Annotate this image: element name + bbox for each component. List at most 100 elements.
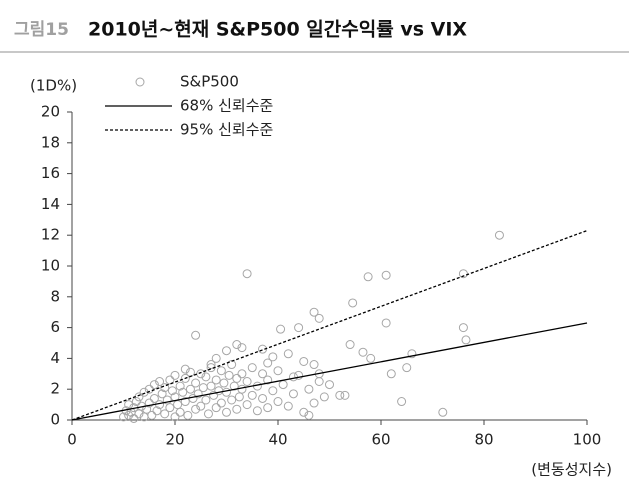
scatter-point bbox=[160, 409, 170, 419]
scatter-point bbox=[129, 413, 139, 423]
scatter-point bbox=[216, 366, 226, 376]
scatter-point bbox=[273, 366, 283, 376]
scatter-point bbox=[358, 347, 368, 357]
x-tick-label: 0 bbox=[67, 431, 77, 449]
scatter-point bbox=[381, 318, 391, 328]
scatter-point bbox=[407, 349, 417, 359]
scatter-point bbox=[458, 269, 468, 279]
scatter-point bbox=[196, 369, 206, 379]
scatter-point bbox=[157, 389, 167, 399]
scatter-point bbox=[206, 360, 216, 370]
scatter-point bbox=[288, 372, 298, 382]
y-tick-label: 14 bbox=[41, 195, 60, 213]
scatter-point bbox=[232, 404, 242, 414]
scatter-point bbox=[144, 384, 154, 394]
scatter-point bbox=[263, 375, 273, 385]
x-tick-label: 100 bbox=[573, 431, 602, 449]
scatter-point bbox=[142, 404, 152, 414]
y-tick-label: 6 bbox=[50, 318, 60, 336]
scatter-point bbox=[309, 398, 319, 408]
scatter-point bbox=[211, 353, 221, 363]
y-tick-label: 10 bbox=[41, 257, 60, 275]
y-tick-label: 4 bbox=[50, 349, 60, 367]
scatter-point bbox=[242, 400, 252, 410]
scatter-point bbox=[173, 400, 183, 410]
scatter-point bbox=[258, 344, 268, 354]
scatter-point bbox=[191, 378, 201, 388]
scatter-point bbox=[402, 363, 412, 373]
scatter-point bbox=[175, 407, 185, 417]
scatter-point bbox=[283, 349, 293, 359]
scatter-point bbox=[211, 403, 221, 413]
scatter-point bbox=[124, 400, 134, 410]
scatter-point bbox=[191, 330, 201, 340]
scatter-point bbox=[366, 353, 376, 363]
scatter-point bbox=[131, 397, 141, 407]
scatter-point bbox=[170, 412, 180, 422]
scatter-point bbox=[309, 307, 319, 317]
scatter-point bbox=[232, 340, 242, 350]
scatter-point bbox=[299, 356, 309, 366]
scatter-point bbox=[325, 380, 334, 390]
scatter-point bbox=[175, 381, 185, 391]
y-tick-label: 20 bbox=[41, 103, 60, 121]
scatter-point bbox=[247, 390, 257, 400]
scatter-point bbox=[461, 335, 471, 345]
legend-label: S&P500 bbox=[180, 73, 239, 91]
scatter-point bbox=[237, 384, 247, 394]
scatter-point bbox=[294, 323, 304, 333]
scatter-point bbox=[180, 364, 190, 374]
scatter-point bbox=[304, 384, 314, 394]
scatter-point bbox=[314, 313, 324, 323]
y-tick-label: 18 bbox=[41, 133, 60, 151]
scatter-point bbox=[234, 392, 244, 402]
scatter-point bbox=[165, 375, 175, 385]
scatter-point bbox=[124, 410, 134, 420]
scatter-point bbox=[252, 406, 262, 416]
scatter-point bbox=[206, 381, 216, 391]
scatter-point bbox=[152, 406, 162, 416]
x-tick-label: 60 bbox=[371, 431, 390, 449]
scatter-point bbox=[283, 401, 293, 411]
scatter-point bbox=[222, 407, 231, 417]
scatter-point bbox=[299, 407, 309, 417]
scatter-point bbox=[149, 393, 159, 403]
scatter-point bbox=[183, 410, 193, 420]
scatter-point bbox=[144, 398, 154, 408]
scatter-point bbox=[167, 386, 177, 396]
scatter-point bbox=[211, 375, 221, 385]
x-tick-label: 20 bbox=[165, 431, 184, 449]
x-axis-label: (변동성지수) bbox=[531, 461, 612, 479]
scatter-point bbox=[193, 389, 203, 399]
scatter-point bbox=[258, 393, 268, 403]
scatter-point bbox=[134, 392, 144, 402]
scatter-point bbox=[198, 383, 208, 393]
y-tick-label: 16 bbox=[41, 164, 60, 182]
scatter-point bbox=[438, 407, 448, 417]
scatter-point bbox=[222, 346, 231, 356]
scatter-point bbox=[314, 377, 324, 386]
line-series bbox=[71, 322, 588, 421]
scatter-point bbox=[196, 401, 206, 411]
scatter-point bbox=[180, 397, 190, 407]
line-series bbox=[71, 229, 588, 421]
scatter-point bbox=[162, 395, 172, 405]
scatter-point bbox=[288, 389, 298, 399]
scatter-point bbox=[458, 323, 468, 333]
scatter-point bbox=[185, 384, 195, 394]
x-tick-label: 80 bbox=[474, 431, 493, 449]
scatter-point bbox=[229, 381, 239, 391]
scatter-point bbox=[119, 412, 128, 422]
scatter-point bbox=[178, 387, 188, 397]
scatter-point bbox=[216, 398, 226, 408]
scatter-point bbox=[209, 390, 219, 400]
x-tick-label: 40 bbox=[268, 431, 287, 449]
y-tick-label: 8 bbox=[50, 287, 60, 305]
scatter-point bbox=[263, 358, 273, 368]
scatter-point bbox=[201, 395, 211, 405]
legend-marker bbox=[135, 77, 145, 87]
scatter-point bbox=[214, 386, 224, 396]
scatter-point bbox=[340, 390, 350, 400]
scatter-point bbox=[232, 373, 242, 383]
scatter-point bbox=[263, 403, 273, 413]
